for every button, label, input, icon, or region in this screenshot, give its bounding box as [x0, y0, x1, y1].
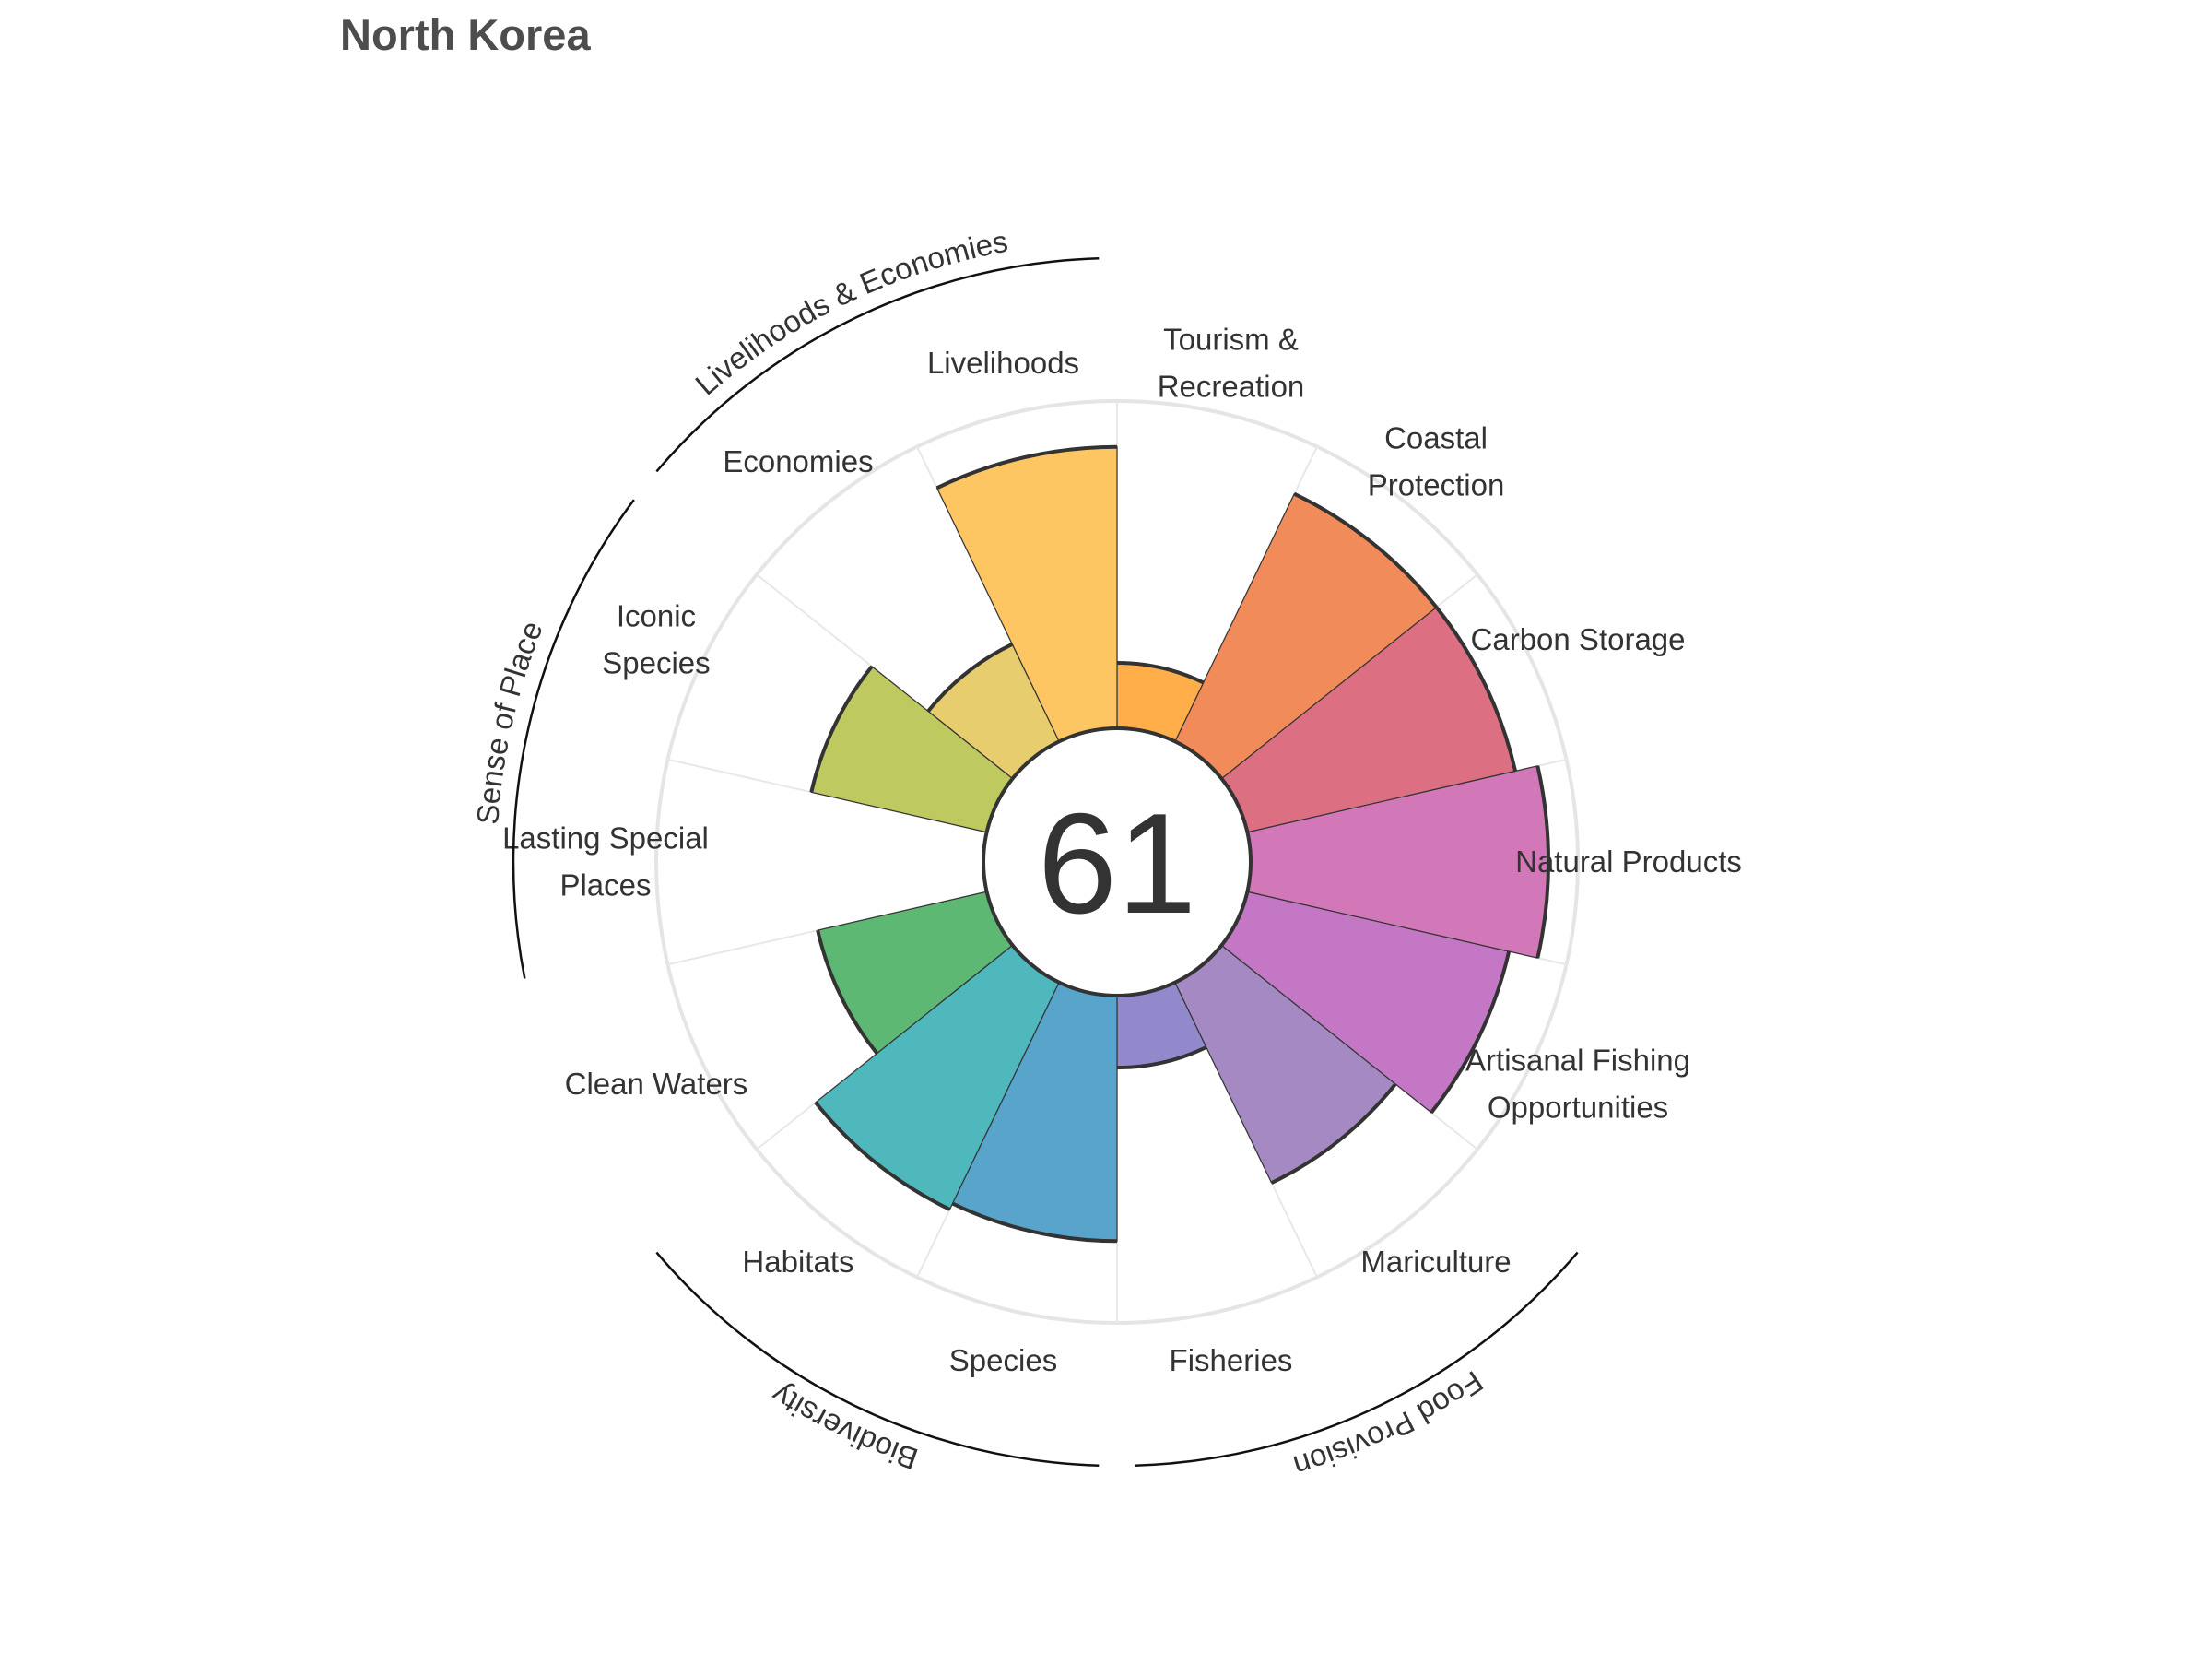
petal-outline [1535, 765, 1551, 959]
goal-label: Artisanal Fishing Opportunities [1465, 1043, 1690, 1124]
center-circle [982, 726, 1253, 997]
group-label: Biodiversity [765, 1377, 922, 1477]
group-label: Food Provision [1289, 1364, 1489, 1484]
petal-outline [1116, 661, 1205, 685]
score-value: 61 [1038, 784, 1196, 943]
petal-outline [809, 665, 874, 793]
goal-label: Clean Waters [565, 1067, 748, 1101]
goal-label: Habitats [742, 1245, 853, 1279]
goal-label: Lasting Special Places [502, 821, 709, 903]
goal-label: Tourism & Recreation [1158, 322, 1305, 403]
petal-outline [1270, 1082, 1397, 1185]
goal-label: Species [949, 1343, 1057, 1377]
goal-label: Livelihoods [927, 346, 1079, 380]
goal-label: Natural Products [1515, 844, 1742, 879]
petal-outline [926, 643, 1014, 713]
petal-outline [1430, 950, 1512, 1115]
goal-label: Economies [723, 444, 873, 478]
petal-outline [1434, 606, 1518, 772]
goal-label: Mariculture [1360, 1245, 1511, 1279]
chart-title: North Korea [340, 10, 591, 59]
group-arc [1135, 1251, 1579, 1467]
petal-outline [1293, 491, 1439, 608]
goal-label: Carbon Storage [1471, 622, 1686, 656]
goal-label: Iconic Species [602, 599, 710, 680]
petal-outline [1116, 1045, 1207, 1070]
petal-outline [814, 1101, 951, 1211]
group-label: Sense of Place [470, 616, 549, 825]
group-arc [512, 499, 635, 979]
goal-label: Fisheries [1170, 1343, 1293, 1377]
petal-outline [816, 929, 879, 1055]
goal-label: Coastal Protection [1368, 421, 1505, 502]
petal-outline [935, 444, 1118, 490]
group-arc [655, 257, 1100, 473]
petal-outline [951, 1201, 1118, 1244]
group-arc [655, 1251, 1100, 1467]
